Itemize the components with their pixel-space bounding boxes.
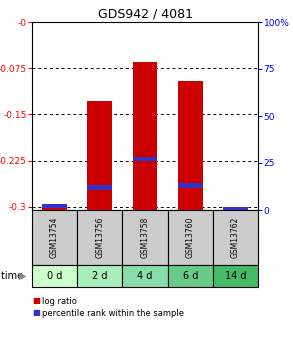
Bar (87, 185, 112, 190)
Bar (132, 62, 157, 210)
Text: 14 d: 14 d (225, 271, 246, 281)
Bar (168, 210, 213, 265)
Text: 2 d: 2 d (92, 271, 108, 281)
Bar (168, 265, 213, 287)
Text: time: time (1, 271, 26, 281)
Text: GSM13754: GSM13754 (50, 217, 59, 258)
Bar (223, 208, 248, 210)
Text: ▶: ▶ (19, 271, 27, 281)
Text: GSM13762: GSM13762 (231, 217, 240, 258)
Bar (32, 265, 77, 287)
Bar (42, 204, 67, 208)
Text: ■: ■ (32, 296, 40, 306)
Text: 4 d: 4 d (137, 271, 153, 281)
Text: ■: ■ (32, 308, 40, 317)
Bar (77, 210, 122, 265)
Bar (77, 265, 122, 287)
Bar (87, 101, 112, 210)
Text: GSM13758: GSM13758 (141, 217, 149, 258)
Text: 0 d: 0 d (47, 271, 62, 281)
Bar (122, 210, 168, 265)
Bar (213, 210, 258, 265)
Bar (213, 265, 258, 287)
Text: 6 d: 6 d (183, 271, 198, 281)
Bar (42, 208, 67, 210)
Text: percentile rank within the sample: percentile rank within the sample (42, 308, 184, 317)
Bar (132, 157, 157, 161)
Text: GSM13760: GSM13760 (186, 217, 195, 258)
Bar (178, 184, 203, 188)
Bar (122, 265, 168, 287)
Bar (32, 210, 77, 265)
Bar (178, 80, 203, 210)
Bar (223, 207, 248, 211)
Text: log ratio: log ratio (42, 296, 77, 306)
Text: GSM13756: GSM13756 (95, 217, 104, 258)
Title: GDS942 / 4081: GDS942 / 4081 (98, 8, 193, 21)
